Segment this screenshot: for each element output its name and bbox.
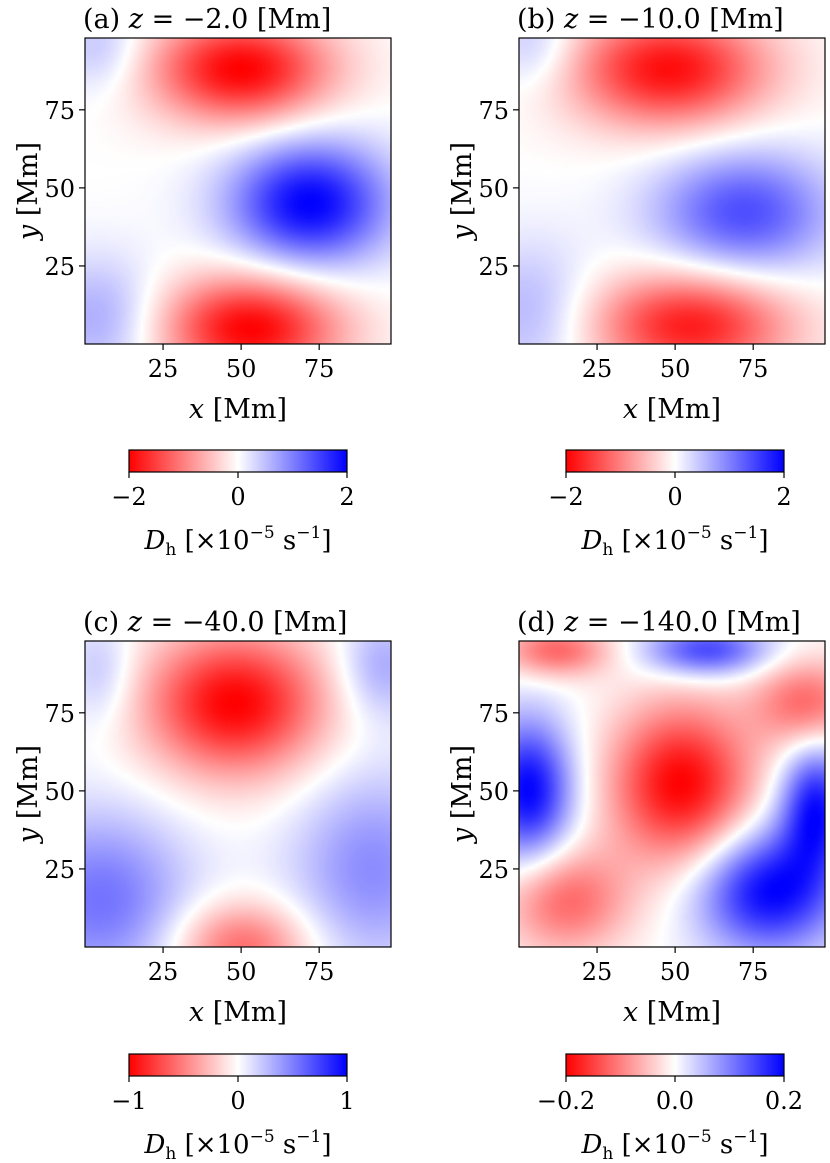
axes-frame-b	[518, 37, 826, 345]
y-tick-label: 75	[44, 700, 75, 728]
y-tick-label: 50	[44, 175, 75, 203]
axes-frame-d	[518, 640, 826, 948]
heatmap-d	[519, 641, 825, 947]
x-tick-label: 50	[226, 958, 257, 986]
panel-title-b: (b) z = −10.0 [Mm]	[517, 4, 784, 35]
y-tick-label: 75	[478, 700, 509, 728]
colorbar-tick-label: 2	[776, 483, 791, 511]
x-axis-label: x [Mm]	[623, 394, 721, 425]
colorbar-label-c: Dh [×10−5 s−1]	[144, 1127, 332, 1163]
x-tick-label: 25	[582, 355, 613, 383]
axes-frame-a	[84, 37, 392, 345]
colorbar-tick-label: 0	[230, 483, 245, 511]
colorbar-label-b: Dh [×10−5 s−1]	[581, 523, 769, 560]
panel-b: 25 50 75 25 50 75 (b) z = −10.0 [Mm] x [Mm] y [M…	[447, 4, 826, 560]
x-tick-label: 75	[738, 355, 769, 383]
x-tick-label: 25	[148, 958, 179, 986]
y-tick-label: 25	[44, 253, 75, 281]
x-tick-label: 75	[738, 958, 769, 986]
panel-title-c: (c) z = −40.0 [Mm]	[83, 607, 347, 638]
colorbar-tick-label: 1	[339, 1087, 354, 1115]
y-axis-label: y [Mm]	[447, 745, 478, 844]
y-tick-label: 25	[478, 856, 509, 884]
colorbar-tick-label: −0.2	[537, 1087, 595, 1115]
colorbar-tick-label: 0.2	[765, 1087, 803, 1115]
colorbar-label-d: Dh [×10−5 s−1]	[581, 1127, 769, 1163]
x-tick-label: 25	[148, 355, 179, 383]
colorbar-tick-label: −1	[111, 1087, 146, 1115]
panel-d: 25 50 75 25 50 75 (d) z = −140.0 [Mm] x [Mm] y […	[447, 607, 826, 1163]
heatmap-c	[85, 641, 391, 947]
x-tick-label: 25	[582, 958, 613, 986]
x-tick-label: 50	[660, 958, 691, 986]
colorbar-tick-label: 0	[667, 483, 682, 511]
colorbar-d	[565, 1053, 785, 1077]
x-tick-label: 50	[226, 355, 257, 383]
x-axis-label: x [Mm]	[623, 997, 721, 1028]
x-tick-label: 50	[660, 355, 691, 383]
x-axis-label: x [Mm]	[189, 997, 287, 1028]
colorbar-tick-label: −2	[111, 483, 146, 511]
y-tick-label: 75	[478, 97, 509, 125]
panel-c: 25 50 75 25 50 75 (c) z = −40.0 [Mm] x [Mm] y [M…	[13, 607, 392, 1163]
axes-frame-c	[84, 640, 392, 948]
colorbar-tick-label: 0	[230, 1087, 245, 1115]
colorbar-tick-label: 0.0	[656, 1087, 694, 1115]
colorbar-b	[565, 449, 785, 473]
colorbar-a	[128, 449, 348, 473]
panel-title-d: (d) z = −140.0 [Mm]	[517, 607, 801, 638]
y-axis-label: y [Mm]	[447, 142, 478, 241]
y-tick-label: 50	[478, 175, 509, 203]
x-tick-label: 75	[304, 958, 335, 986]
panel-a: 25 50 75 25 50 75 (a) z = −2.0 [Mm] x [Mm] y [Mm…	[13, 4, 392, 560]
y-axis-label: y [Mm]	[13, 745, 44, 844]
x-axis-label: x [Mm]	[189, 394, 287, 425]
panel-title-a: (a) z = −2.0 [Mm]	[83, 4, 331, 35]
y-tick-label: 25	[478, 253, 509, 281]
colorbar-c	[128, 1053, 348, 1077]
colorbar-label-a: Dh [×10−5 s−1]	[144, 523, 332, 560]
y-axis-label: y [Mm]	[13, 142, 44, 241]
y-tick-label: 75	[44, 97, 75, 125]
colorbar-tick-label: 2	[339, 483, 354, 511]
y-tick-label: 25	[44, 856, 75, 884]
heatmap-a	[85, 38, 391, 344]
x-tick-label: 75	[304, 355, 335, 383]
y-tick-label: 50	[44, 778, 75, 806]
heatmap-b	[519, 38, 825, 344]
colorbar-tick-label: −2	[548, 483, 583, 511]
y-tick-label: 50	[478, 778, 509, 806]
